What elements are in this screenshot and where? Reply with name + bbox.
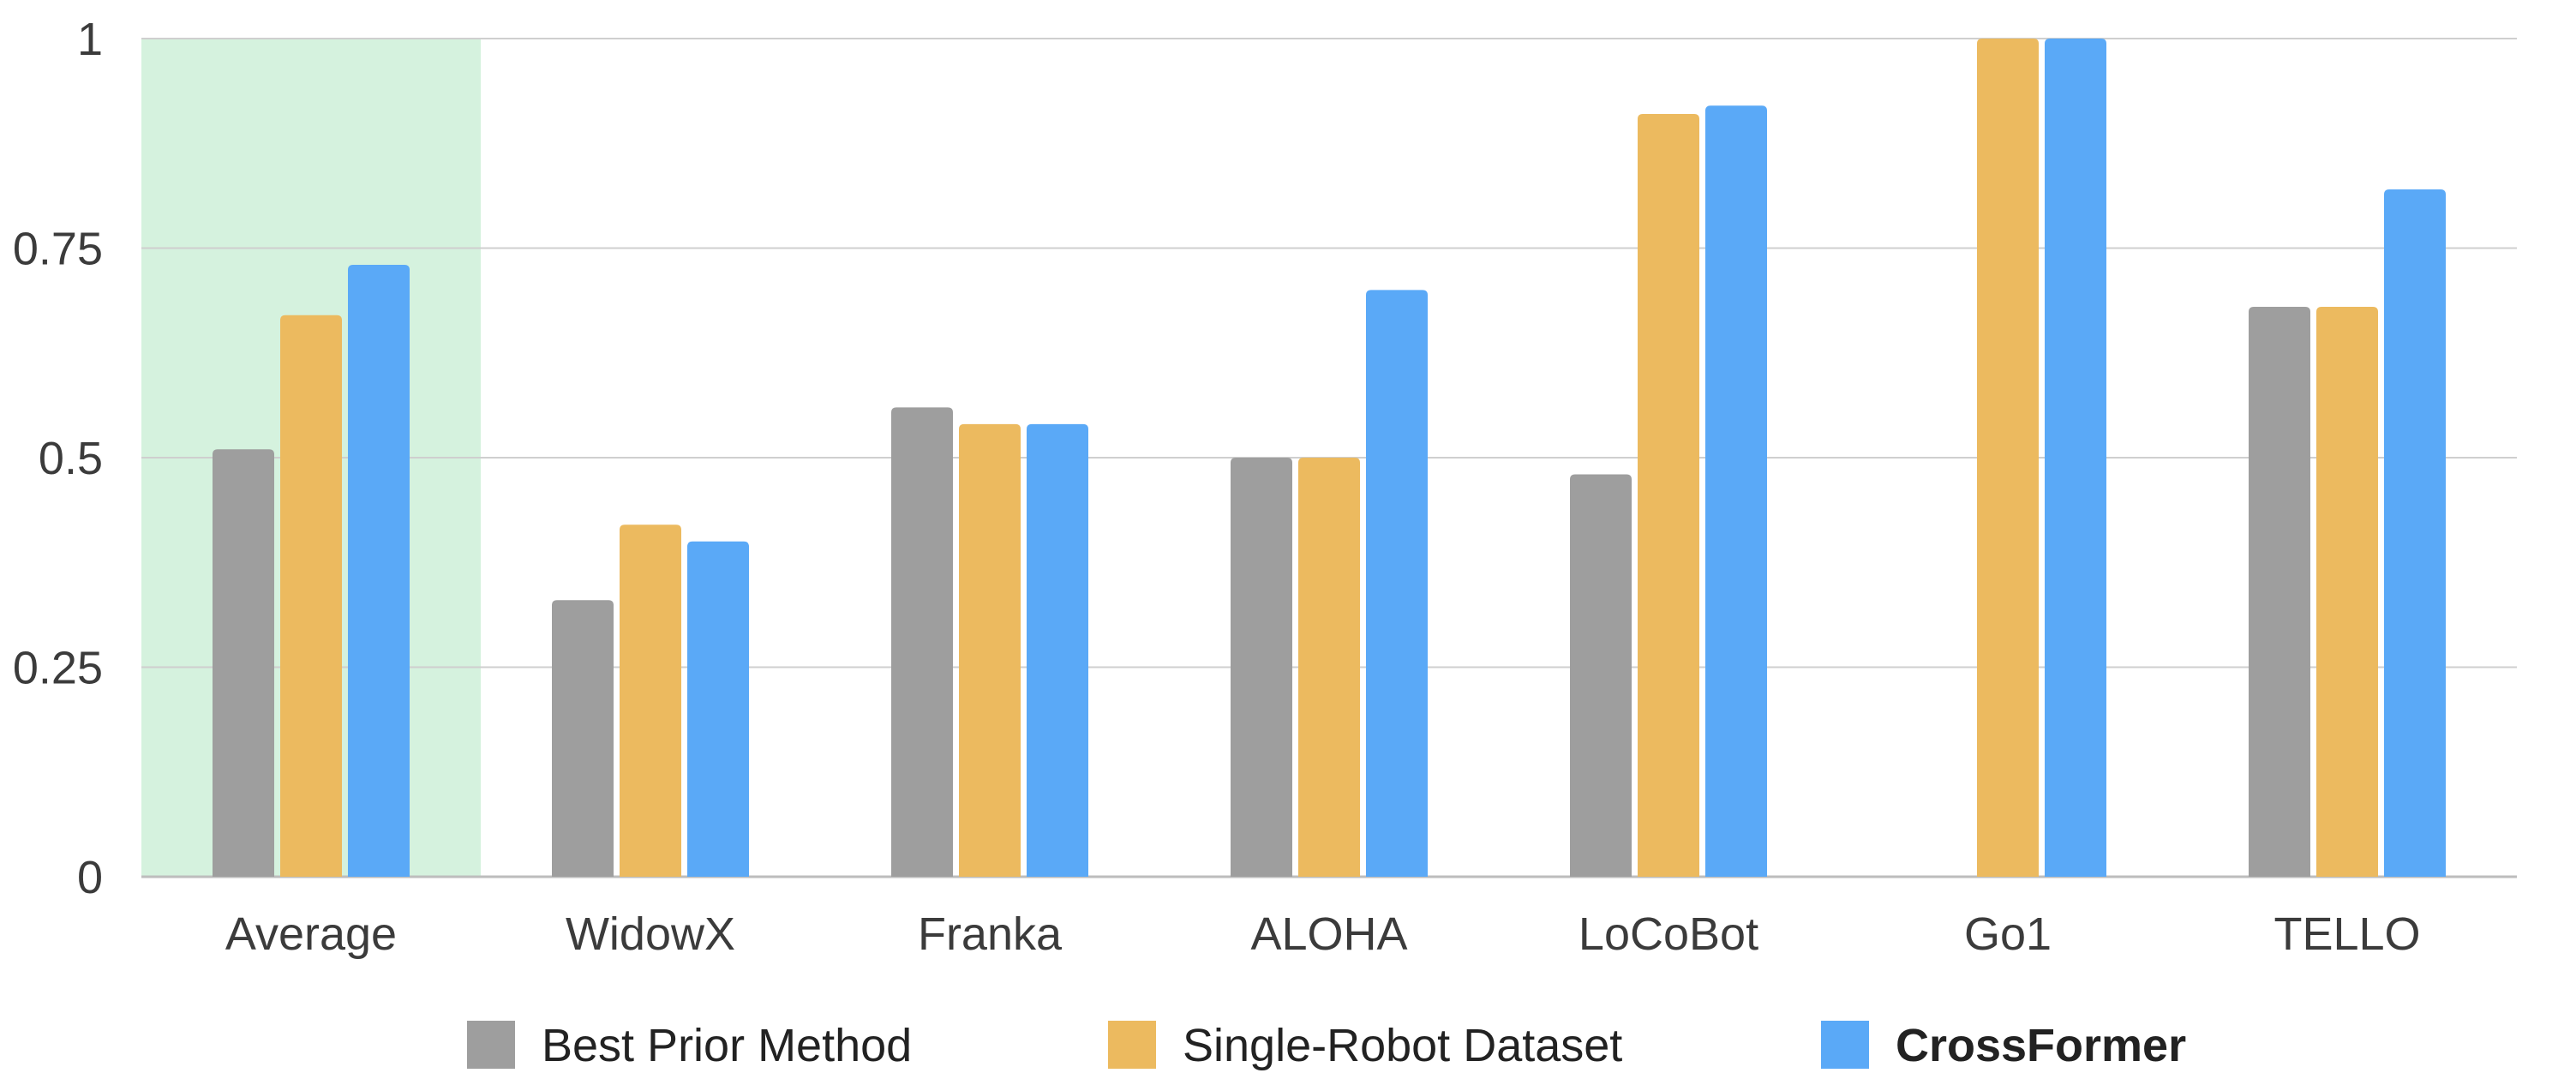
bar-crossformer-go1 [2045,39,2106,877]
bar-single-robot-dataset-go1 [1977,39,2039,877]
bar-crossformer-aloha [1366,290,1428,877]
bar-single-robot-dataset-locobot [1638,114,1699,877]
bar-single-robot-dataset-franka [959,423,1021,877]
x-axis: Average WidowX Franka ALOHA LoCoBot Go1 TELLO [225,908,2421,960]
x-tick-label: Go1 [1964,908,2052,960]
legend-label: CrossFormer [1896,1020,2186,1071]
y-tick-label: 0.75 [13,224,103,275]
bar-best-prior-method-widowx [552,600,614,877]
legend-swatch [1108,1021,1156,1069]
bar-single-robot-dataset-tello [2316,306,2378,878]
x-tick-label: Franka [918,908,1063,960]
bar-best-prior-method-tello [2249,306,2310,878]
legend-swatch [467,1021,515,1069]
bar-crossformer-widowx [687,541,749,877]
bars [213,39,2446,878]
bar-best-prior-method-aloha [1231,458,1292,877]
bar-best-prior-method-franka [891,407,953,877]
bar-crossformer-tello [2384,189,2446,878]
bar-best-prior-method-locobot [1570,474,1632,877]
x-tick-label: WidowX [566,908,735,960]
legend-swatch [1821,1021,1869,1069]
x-tick-label: Average [225,908,397,960]
bar-single-robot-dataset-widowx [620,525,681,877]
x-tick-label: LoCoBot [1579,908,1758,960]
y-tick-label: 0.25 [13,643,103,694]
bar-single-robot-dataset-average [280,315,342,877]
bar-crossformer-average [348,265,410,877]
bar-crossformer-franka [1027,423,1088,877]
y-tick-label: 0.5 [39,433,103,484]
legend: Best Prior Method Single-Robot Dataset Cro… [467,1020,2186,1071]
bar-single-robot-dataset-aloha [1298,458,1360,877]
bar-crossformer-locobot [1705,105,1767,878]
y-tick-label: 0 [77,852,103,903]
x-tick-label: ALOHA [1250,908,1407,960]
legend-label: Single-Robot Dataset [1183,1020,1622,1071]
legend-label: Best Prior Method [542,1020,912,1071]
bar-best-prior-method-average [213,449,274,877]
x-tick-label: TELLO [2273,908,2420,960]
y-axis: 0 0.25 0.5 0.75 1 [13,14,103,903]
y-tick-label: 1 [77,14,103,65]
